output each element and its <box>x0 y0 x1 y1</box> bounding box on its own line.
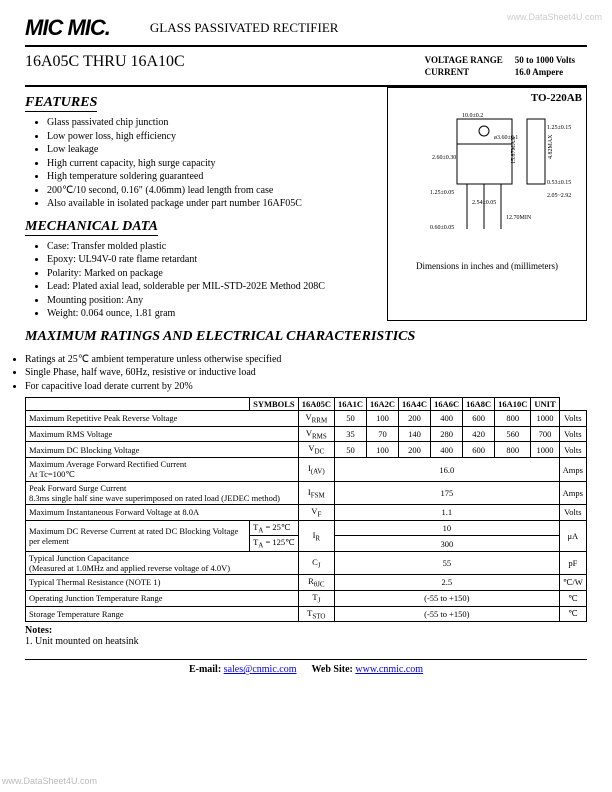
package-label: TO-220AB <box>392 92 582 104</box>
features-list: Glass passivated chip junctionLow power … <box>47 116 377 211</box>
features-heading: FEATURES <box>25 95 97 112</box>
table-row: Peak Forward Surge Current8.3ms single h… <box>26 482 587 505</box>
svg-text:2.54±0.05: 2.54±0.05 <box>472 200 496 206</box>
table-row: Maximum Instantaneous Forward Voltage at… <box>26 505 587 521</box>
svg-text:2.05~2.92: 2.05~2.92 <box>547 193 571 199</box>
header: MIC MIC. GLASS PASSIVATED RECTIFIER <box>25 15 587 47</box>
svg-text:1.25±0.05: 1.25±0.05 <box>430 190 454 196</box>
table-row: Typical Thermal Resistance (NOTE 1)RθJC2… <box>26 575 587 591</box>
list-item: Also available in isolated package under… <box>47 197 377 211</box>
table-row: Maximum DC Reverse Current at rated DC B… <box>26 520 587 536</box>
list-item: Polarity: Marked on package <box>47 267 377 281</box>
watermark: www.DataSheet4U.com <box>507 12 602 22</box>
list-item: Ratings at 25℃ ambient temperature unles… <box>25 353 587 367</box>
email-link[interactable]: sales@cnmic.com <box>224 664 297 675</box>
svg-text:12.70MIN: 12.70MIN <box>506 215 532 221</box>
notes: Notes: 1. Unit mounted on heatsink <box>25 625 587 647</box>
ratings-table: SYMBOLS16A05C16A1C16A2C16A4C16A6C16A8C16… <box>25 397 587 622</box>
list-item: Case: Transfer molded plastic <box>47 240 377 254</box>
list-item: Low leakage <box>47 143 377 157</box>
list-item: Lead: Plated axial lead, solderable per … <box>47 280 377 294</box>
list-item: High current capacity, high surge capaci… <box>47 157 377 171</box>
list-item: Mounting position: Any <box>47 294 377 308</box>
table-row: Maximum Repetitive Peak Reverse VoltageV… <box>26 411 587 427</box>
svg-text:0.53±0.15: 0.53±0.15 <box>547 180 571 186</box>
table-row: Maximum Average Forward Rectified Curren… <box>26 458 587 482</box>
title-row: 16A05C THRU 16A10C VOLTAGE RANGE50 to 10… <box>25 47 587 87</box>
svg-text:0.60±0.05: 0.60±0.05 <box>430 225 454 231</box>
mech-heading: MECHANICAL DATA <box>25 219 158 236</box>
list-item: Glass passivated chip junction <box>47 116 377 130</box>
web-link[interactable]: www.cnmic.com <box>355 664 423 675</box>
list-item: Low power loss, high efficiency <box>47 130 377 144</box>
list-item: Single Phase, half wave, 60Hz, resistive… <box>25 366 587 380</box>
table-row: Operating Junction Temperature RangeTJ(-… <box>26 590 587 606</box>
watermark-bottom: www.DataSheet4U.com <box>2 776 97 786</box>
svg-text:1.25±0.15: 1.25±0.15 <box>547 125 571 131</box>
ratings-heading: MAXIMUM RATINGS AND ELECTRICAL CHARACTER… <box>25 329 415 345</box>
logo: MIC MIC. <box>25 15 110 41</box>
mech-list: Case: Transfer molded plasticEpoxy: UL94… <box>47 240 377 321</box>
table-header: SYMBOLS16A05C16A1C16A2C16A4C16A6C16A8C16… <box>26 398 587 411</box>
svg-text:15.87MAX: 15.87MAX <box>511 135 517 163</box>
svg-text:2.60±0.30: 2.60±0.30 <box>432 155 456 161</box>
list-item: Weight: 0.064 ounce, 1.81 gram <box>47 307 377 321</box>
package-diagram: TO-220AB 2.60±0.30 10.0±0.2 ø3.60±0.1 1.… <box>387 87 587 321</box>
svg-text:10.0±0.2: 10.0±0.2 <box>462 113 483 119</box>
list-item: High temperature soldering guaranteed <box>47 170 377 184</box>
list-item: For capacitive load derate current by 20… <box>25 380 587 394</box>
footer: E-mail: sales@cnmic.com Web Site: www.cn… <box>25 659 587 675</box>
svg-text:4.82MAX: 4.82MAX <box>548 133 554 158</box>
doc-subtitle: GLASS PASSIVATED RECTIFIER <box>150 20 339 36</box>
table-row: Maximum DC Blocking VoltageVDC5010020040… <box>26 442 587 458</box>
part-range: 16A05C THRU 16A10C <box>25 53 185 79</box>
list-item: Epoxy: UL94V-0 rate flame retardant <box>47 253 377 267</box>
table-row: Storage Temperature RangeTSTO(-55 to +15… <box>26 606 587 622</box>
voltage-current-block: VOLTAGE RANGE50 to 1000 Volts CURRENT16.… <box>423 53 587 79</box>
list-item: 200℃/10 second, 0.16" (4.06mm) lead leng… <box>47 184 377 198</box>
package-caption: Dimensions in inches and (millimeters) <box>392 261 582 271</box>
package-drawing: 2.60±0.30 10.0±0.2 ø3.60±0.1 1.25±0.15 0… <box>392 106 582 261</box>
ratings-intro: Ratings at 25℃ ambient temperature unles… <box>25 353 587 394</box>
table-row: Maximum RMS VoltageVRMS35701402804205607… <box>26 426 587 442</box>
table-row: Typical Junction Capacitance(Measured at… <box>26 552 587 575</box>
